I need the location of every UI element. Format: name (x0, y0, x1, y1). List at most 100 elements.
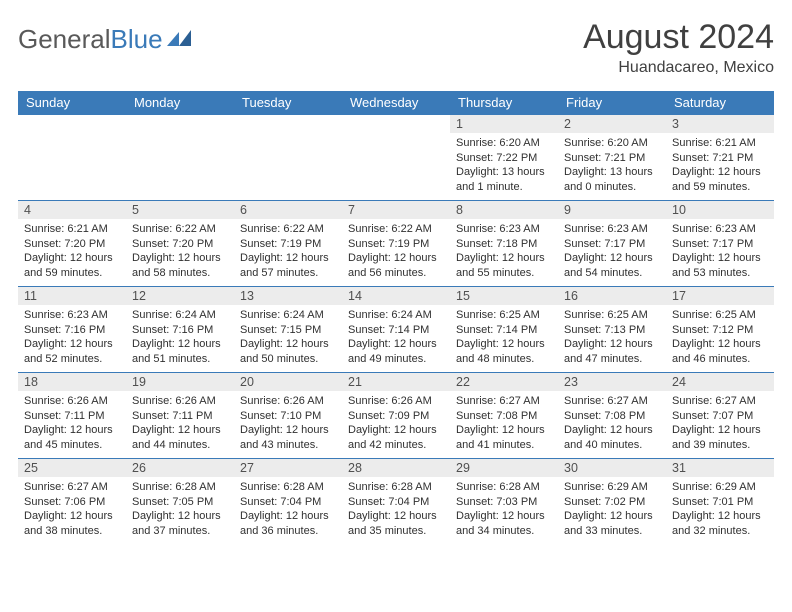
logo-text-blue: Blue (111, 24, 163, 55)
daylight-text: Daylight: 12 hours and 37 minutes. (132, 509, 228, 538)
day-content: Sunrise: 6:23 AMSunset: 7:17 PMDaylight:… (558, 219, 666, 286)
day-content: Sunrise: 6:24 AMSunset: 7:16 PMDaylight:… (126, 305, 234, 372)
sunrise-text: Sunrise: 6:26 AM (348, 394, 444, 409)
calendar-cell (126, 115, 234, 201)
daylight-text: Daylight: 12 hours and 54 minutes. (564, 251, 660, 280)
day-content: Sunrise: 6:26 AMSunset: 7:09 PMDaylight:… (342, 391, 450, 458)
calendar-cell: 25Sunrise: 6:27 AMSunset: 7:06 PMDayligh… (18, 459, 126, 545)
day-content: Sunrise: 6:27 AMSunset: 7:07 PMDaylight:… (666, 391, 774, 458)
sunset-text: Sunset: 7:08 PM (564, 409, 660, 424)
day-header: Saturday (666, 91, 774, 115)
day-content: Sunrise: 6:22 AMSunset: 7:20 PMDaylight:… (126, 219, 234, 286)
day-content: Sunrise: 6:27 AMSunset: 7:08 PMDaylight:… (450, 391, 558, 458)
day-number: 19 (126, 373, 234, 391)
sunrise-text: Sunrise: 6:21 AM (24, 222, 120, 237)
day-number: 23 (558, 373, 666, 391)
calendar-cell: 31Sunrise: 6:29 AMSunset: 7:01 PMDayligh… (666, 459, 774, 545)
day-content (126, 119, 234, 181)
sunrise-text: Sunrise: 6:23 AM (564, 222, 660, 237)
daylight-text: Daylight: 12 hours and 40 minutes. (564, 423, 660, 452)
calendar-cell: 26Sunrise: 6:28 AMSunset: 7:05 PMDayligh… (126, 459, 234, 545)
calendar-cell: 2Sunrise: 6:20 AMSunset: 7:21 PMDaylight… (558, 115, 666, 201)
calendar-table: SundayMondayTuesdayWednesdayThursdayFrid… (18, 91, 774, 544)
day-content: Sunrise: 6:25 AMSunset: 7:14 PMDaylight:… (450, 305, 558, 372)
daylight-text: Daylight: 12 hours and 58 minutes. (132, 251, 228, 280)
day-content: Sunrise: 6:27 AMSunset: 7:08 PMDaylight:… (558, 391, 666, 458)
day-content: Sunrise: 6:24 AMSunset: 7:14 PMDaylight:… (342, 305, 450, 372)
day-content (342, 119, 450, 181)
sunset-text: Sunset: 7:18 PM (456, 237, 552, 252)
sunset-text: Sunset: 7:08 PM (456, 409, 552, 424)
calendar-week-row: 4Sunrise: 6:21 AMSunset: 7:20 PMDaylight… (18, 201, 774, 287)
daylight-text: Daylight: 12 hours and 57 minutes. (240, 251, 336, 280)
day-number: 21 (342, 373, 450, 391)
day-number: 26 (126, 459, 234, 477)
day-number: 30 (558, 459, 666, 477)
day-number: 29 (450, 459, 558, 477)
sunrise-text: Sunrise: 6:28 AM (132, 480, 228, 495)
calendar-cell: 9Sunrise: 6:23 AMSunset: 7:17 PMDaylight… (558, 201, 666, 287)
day-content: Sunrise: 6:29 AMSunset: 7:01 PMDaylight:… (666, 477, 774, 544)
day-header: Thursday (450, 91, 558, 115)
calendar-cell: 16Sunrise: 6:25 AMSunset: 7:13 PMDayligh… (558, 287, 666, 373)
calendar-cell (234, 115, 342, 201)
day-content: Sunrise: 6:28 AMSunset: 7:04 PMDaylight:… (342, 477, 450, 544)
sunrise-text: Sunrise: 6:27 AM (456, 394, 552, 409)
day-number: 4 (18, 201, 126, 219)
day-number: 7 (342, 201, 450, 219)
daylight-text: Daylight: 12 hours and 56 minutes. (348, 251, 444, 280)
calendar-head: SundayMondayTuesdayWednesdayThursdayFrid… (18, 91, 774, 115)
calendar-cell: 21Sunrise: 6:26 AMSunset: 7:09 PMDayligh… (342, 373, 450, 459)
day-content: Sunrise: 6:25 AMSunset: 7:13 PMDaylight:… (558, 305, 666, 372)
sunset-text: Sunset: 7:06 PM (24, 495, 120, 510)
sunrise-text: Sunrise: 6:26 AM (132, 394, 228, 409)
day-number: 17 (666, 287, 774, 305)
calendar-cell: 28Sunrise: 6:28 AMSunset: 7:04 PMDayligh… (342, 459, 450, 545)
sunrise-text: Sunrise: 6:28 AM (456, 480, 552, 495)
calendar-cell: 4Sunrise: 6:21 AMSunset: 7:20 PMDaylight… (18, 201, 126, 287)
day-content: Sunrise: 6:23 AMSunset: 7:18 PMDaylight:… (450, 219, 558, 286)
calendar-week-row: 11Sunrise: 6:23 AMSunset: 7:16 PMDayligh… (18, 287, 774, 373)
sunset-text: Sunset: 7:07 PM (672, 409, 768, 424)
calendar-cell: 3Sunrise: 6:21 AMSunset: 7:21 PMDaylight… (666, 115, 774, 201)
calendar-cell: 18Sunrise: 6:26 AMSunset: 7:11 PMDayligh… (18, 373, 126, 459)
daylight-text: Daylight: 12 hours and 52 minutes. (24, 337, 120, 366)
calendar-cell: 24Sunrise: 6:27 AMSunset: 7:07 PMDayligh… (666, 373, 774, 459)
sunset-text: Sunset: 7:22 PM (456, 151, 552, 166)
sunrise-text: Sunrise: 6:25 AM (564, 308, 660, 323)
day-content (234, 119, 342, 181)
sunset-text: Sunset: 7:16 PM (132, 323, 228, 338)
daylight-text: Daylight: 12 hours and 32 minutes. (672, 509, 768, 538)
sunset-text: Sunset: 7:19 PM (348, 237, 444, 252)
day-number: 15 (450, 287, 558, 305)
daylight-text: Daylight: 12 hours and 59 minutes. (672, 165, 768, 194)
sunset-text: Sunset: 7:16 PM (24, 323, 120, 338)
day-number: 12 (126, 287, 234, 305)
sunset-text: Sunset: 7:20 PM (132, 237, 228, 252)
sunset-text: Sunset: 7:13 PM (564, 323, 660, 338)
day-content: Sunrise: 6:20 AMSunset: 7:22 PMDaylight:… (450, 133, 558, 200)
sunrise-text: Sunrise: 6:24 AM (240, 308, 336, 323)
sunset-text: Sunset: 7:17 PM (672, 237, 768, 252)
sunset-text: Sunset: 7:21 PM (672, 151, 768, 166)
page-subtitle: Huandacareo, Mexico (583, 59, 774, 77)
calendar-cell: 11Sunrise: 6:23 AMSunset: 7:16 PMDayligh… (18, 287, 126, 373)
day-content: Sunrise: 6:21 AMSunset: 7:20 PMDaylight:… (18, 219, 126, 286)
daylight-text: Daylight: 13 hours and 1 minute. (456, 165, 552, 194)
logo: GeneralBlue (18, 18, 193, 55)
calendar-cell: 14Sunrise: 6:24 AMSunset: 7:14 PMDayligh… (342, 287, 450, 373)
sunset-text: Sunset: 7:09 PM (348, 409, 444, 424)
daylight-text: Daylight: 12 hours and 33 minutes. (564, 509, 660, 538)
daylight-text: Daylight: 12 hours and 43 minutes. (240, 423, 336, 452)
sunrise-text: Sunrise: 6:23 AM (672, 222, 768, 237)
calendar-cell: 20Sunrise: 6:26 AMSunset: 7:10 PMDayligh… (234, 373, 342, 459)
daylight-text: Daylight: 12 hours and 34 minutes. (456, 509, 552, 538)
calendar-cell: 22Sunrise: 6:27 AMSunset: 7:08 PMDayligh… (450, 373, 558, 459)
day-content (18, 119, 126, 181)
sunrise-text: Sunrise: 6:22 AM (132, 222, 228, 237)
title-block: August 2024 Huandacareo, Mexico (583, 18, 774, 77)
day-number: 2 (558, 115, 666, 133)
sunset-text: Sunset: 7:14 PM (348, 323, 444, 338)
day-number: 22 (450, 373, 558, 391)
sunrise-text: Sunrise: 6:24 AM (132, 308, 228, 323)
